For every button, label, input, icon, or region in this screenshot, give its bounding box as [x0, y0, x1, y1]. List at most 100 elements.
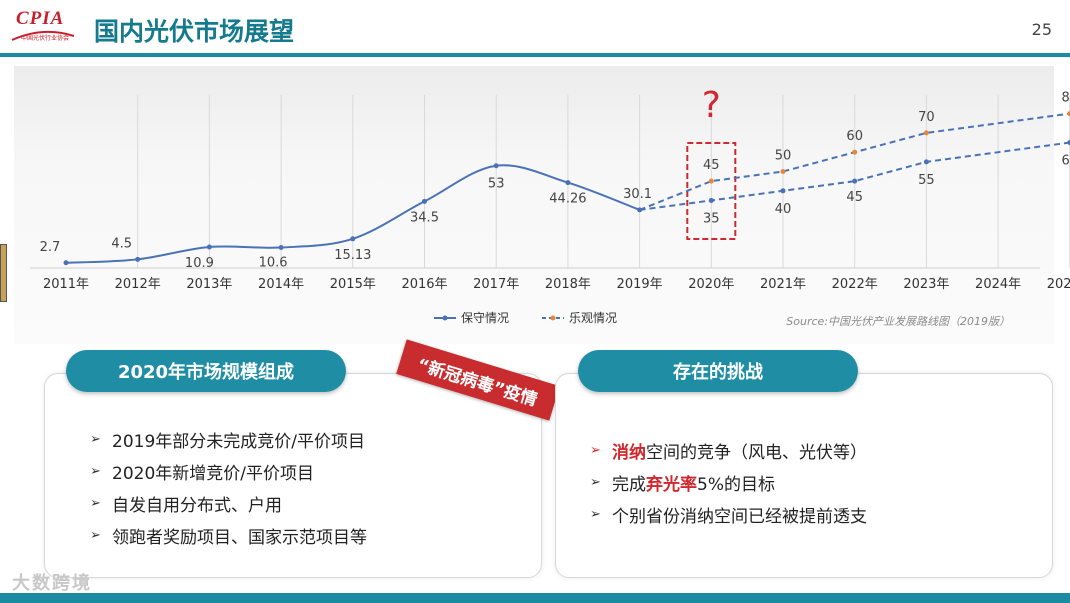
x-tick-label: 2013年	[186, 277, 232, 292]
x-tick-label: 2017年	[473, 277, 519, 292]
data-label: 44.26	[549, 192, 586, 207]
side-tab[interactable]	[0, 244, 7, 302]
bottom-bar	[0, 593, 1070, 603]
data-label: 2.7	[40, 240, 61, 255]
data-point	[350, 236, 356, 242]
list-item: ➢ 消纳 空间的竞争（风电、光伏等）	[590, 434, 867, 466]
data-point	[206, 244, 212, 250]
x-tick-label: 2024年	[975, 277, 1021, 292]
arrow-icon: ➢	[590, 474, 601, 490]
watermark: 大数跨境	[12, 573, 92, 594]
legend-conservative-label: 保守情况	[461, 311, 509, 325]
arrow-icon: ➢	[590, 506, 601, 522]
data-point	[63, 260, 69, 266]
legend-optimistic-marker	[550, 315, 556, 321]
bullet-text: 空间的竞争（风电、光伏等）	[646, 442, 867, 463]
left-panel	[44, 373, 542, 578]
bullet-text: 5%的目标	[697, 474, 775, 495]
data-point	[565, 180, 571, 186]
highlight-text: 消纳	[612, 442, 646, 463]
arrow-icon: ➢	[590, 442, 601, 458]
x-tick-label: 2020年	[688, 277, 734, 292]
data-label: 30.1	[623, 187, 652, 202]
bullet-text: 领跑者奖励项目、国家示范项目等	[112, 527, 367, 548]
data-point	[493, 163, 499, 169]
highlight-text: 弃光率	[646, 474, 697, 495]
bullet-text: 个别省份消纳空间已经被提前透支	[612, 506, 867, 527]
data-label: 10.6	[259, 256, 288, 271]
bullet-text: 2019年部分未完成竞价/平价项目	[112, 431, 365, 452]
x-tick-label: 2018年	[545, 277, 591, 292]
arrow-icon: ➢	[90, 431, 101, 447]
logo-subtext: 中国光伏行业协会	[21, 35, 70, 42]
list-item: ➢ 领跑者奖励项目、国家示范项目等	[90, 519, 367, 551]
x-tick-label: 2021年	[760, 277, 806, 292]
data-point	[135, 256, 141, 262]
list-item: ➢ 自发自用分布式、户用	[90, 487, 367, 519]
data-label: 4.5	[111, 236, 132, 251]
legend-optimistic-label: 乐观情况	[569, 311, 617, 325]
header-rule	[0, 53, 1070, 57]
data-label: 80	[1062, 91, 1070, 106]
arrow-icon: ➢	[90, 463, 101, 479]
data-point	[923, 159, 929, 165]
bullet-text: 完成	[612, 474, 646, 495]
data-point	[780, 169, 786, 174]
data-point	[1067, 111, 1070, 117]
series-optimistic-line	[639, 112, 1070, 211]
data-point	[708, 178, 714, 184]
logo-text: CPIA	[16, 8, 65, 29]
x-tick-label: 2012年	[115, 277, 161, 292]
data-point	[278, 245, 284, 251]
right-panel	[555, 373, 1053, 578]
logo-swoosh-icon	[11, 30, 75, 41]
arrow-icon: ➢	[90, 495, 101, 511]
list-item: ➢ 2019年部分未完成竞价/平价项目	[90, 423, 367, 455]
list-item: ➢ 完成 弃光率 5%的目标	[590, 466, 867, 498]
bullet-text: 2020年新增竞价/平价项目	[112, 463, 314, 484]
chart-source: Source:中国光伏产业发展路线图（2019版）	[786, 315, 1010, 328]
x-tick-label: 2014年	[258, 277, 304, 292]
cpia-logo: CPIA 中国光伏行业协会	[8, 6, 78, 48]
question-mark: ?	[702, 85, 721, 126]
bullet-text: 自发自用分布式、户用	[112, 495, 282, 516]
page-number: 25	[1031, 20, 1052, 39]
data-label: 45	[703, 158, 720, 173]
arrow-icon: ➢	[90, 527, 101, 543]
list-item: ➢ 个别省份消纳空间已经被提前透支	[590, 498, 867, 530]
data-point	[780, 188, 786, 194]
data-point	[923, 130, 929, 136]
right-bullet-list: ➢ 消纳 空间的竞争（风电、光伏等） ➢ 完成 弃光率 5%的目标 ➢ 个别省份…	[590, 434, 867, 530]
market-outlook-chart: 2011年 2012年 2013年 2014年 2015年 2016年 2017年 2018年…	[30, 85, 1070, 328]
data-point	[852, 178, 858, 184]
data-point	[422, 198, 427, 204]
data-label: 55	[918, 173, 935, 188]
data-point	[852, 149, 858, 155]
legend-conservative-marker	[442, 315, 448, 321]
data-label: 35	[703, 211, 720, 226]
x-tick-label: 2023年	[903, 277, 949, 292]
x-tick-label: 2022年	[832, 277, 878, 292]
data-label: 70	[918, 110, 935, 125]
left-panel-title: 2020年市场规模组成	[66, 350, 346, 392]
data-label: 34.5	[410, 210, 439, 225]
data-label: 65	[1062, 154, 1070, 169]
data-label: 53	[488, 177, 505, 192]
chart-background	[14, 66, 1054, 344]
x-tick-label: 2025年	[1047, 277, 1070, 292]
left-bullet-list: ➢ 2019年部分未完成竞价/平价项目 ➢ 2020年新增竞价/平价项目 ➢ 自发自用分布…	[90, 423, 367, 551]
data-label: 50	[775, 149, 792, 164]
x-tick-label: 2016年	[401, 277, 447, 292]
data-label: 40	[775, 202, 792, 217]
x-tick-label: 2015年	[330, 277, 376, 292]
data-point	[708, 197, 714, 203]
list-item: ➢ 2020年新增竞价/平价项目	[90, 455, 367, 487]
data-point	[1067, 140, 1070, 146]
data-label: 45	[846, 190, 863, 205]
right-panel-title: 存在的挑战	[578, 350, 858, 392]
page-title: 国内光伏市场展望	[94, 17, 295, 46]
x-tick-label: 2019年	[617, 277, 663, 292]
data-label: 10.9	[185, 256, 214, 271]
data-label: 60	[846, 129, 863, 144]
data-label: 15.13	[334, 248, 371, 263]
